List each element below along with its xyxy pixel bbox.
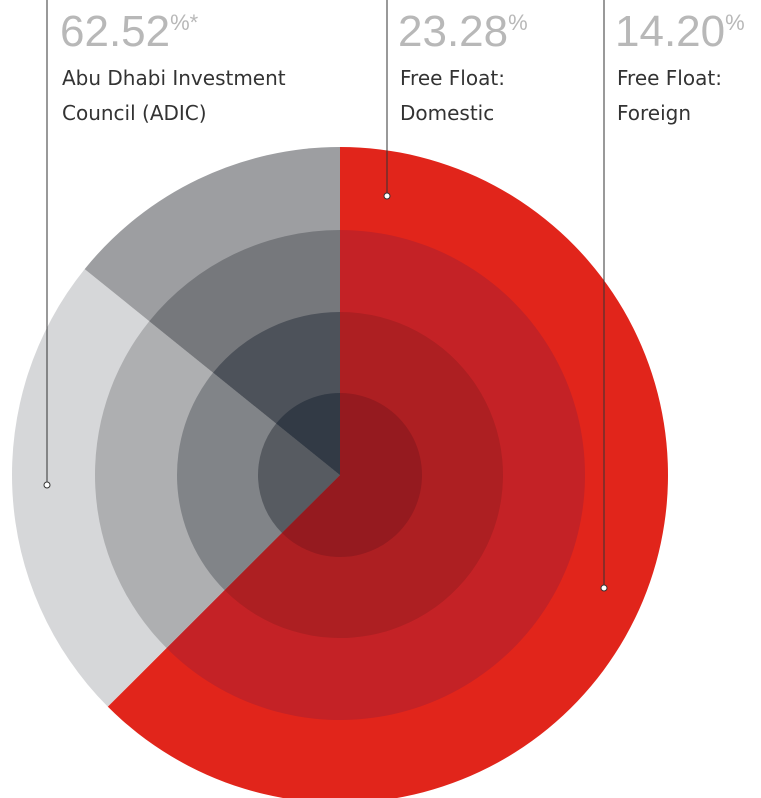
value-number: 62.52	[60, 7, 170, 56]
value-suffix: %	[725, 10, 745, 35]
leader-dot	[383, 192, 391, 200]
category-label: Free Float:	[400, 66, 505, 90]
category-label: Foreign	[617, 101, 691, 125]
value-number: 14.20	[615, 7, 725, 56]
pie-slice	[258, 423, 340, 533]
category-label: Domestic	[400, 101, 494, 125]
value-number: 23.28	[398, 7, 508, 56]
value-label: 23.28%	[398, 7, 528, 56]
value-suffix: %*	[170, 10, 199, 35]
category-label: Abu Dhabi Investment	[62, 66, 286, 90]
category-label: Free Float:	[617, 66, 722, 90]
category-label: Council (ADIC)	[62, 101, 207, 125]
value-label: 14.20%	[615, 7, 745, 56]
pie-slice	[276, 393, 340, 475]
value-suffix: %	[508, 10, 528, 35]
leader-dot	[600, 584, 608, 592]
value-label: 62.52%*	[60, 7, 199, 56]
pie-slice	[281, 393, 422, 557]
leader-dot	[43, 481, 51, 489]
